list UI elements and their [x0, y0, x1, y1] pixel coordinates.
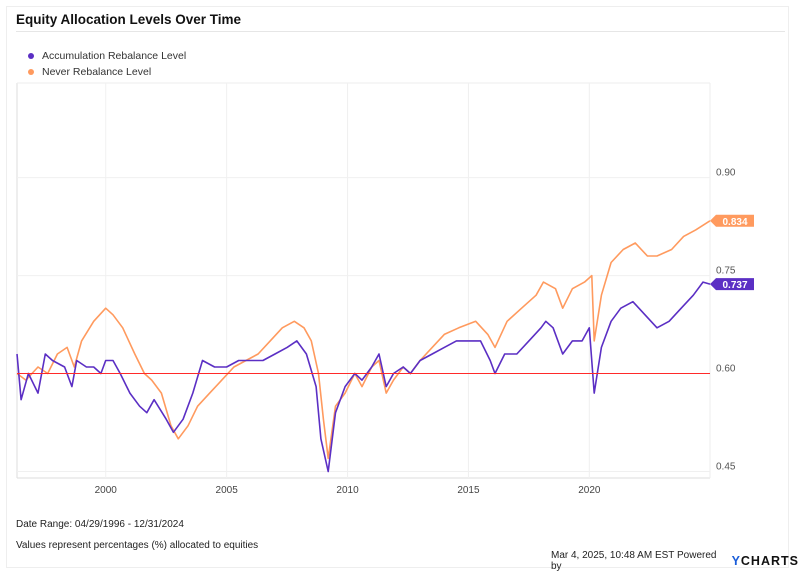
timestamp: Mar 4, 2025, 10:48 AM EST Powered by — [551, 550, 717, 572]
legend-dot-icon — [28, 53, 34, 59]
legend-item-accumulation[interactable]: Accumulation Rebalance Level — [28, 48, 186, 64]
legend: Accumulation Rebalance Level Never Rebal… — [28, 48, 186, 80]
footer-credit: Mar 4, 2025, 10:48 AM EST Powered by YCH… — [551, 550, 799, 572]
chart-card — [6, 6, 789, 568]
y-tick-label: 0.60 — [716, 364, 736, 375]
chart-title: Equity Allocation Levels Over Time — [16, 12, 242, 27]
x-tick-label: 2020 — [578, 485, 601, 496]
last-value-badge — [710, 278, 754, 291]
x-tick-label: 2000 — [95, 485, 118, 496]
last-value-badge — [710, 214, 754, 227]
date-range: Date Range: 04/29/1996 - 12/31/2024 — [16, 519, 184, 530]
last-value-label: 0.737 — [722, 280, 747, 291]
footnote: Values represent percentages (%) allocat… — [16, 540, 259, 551]
y-tick-label: 0.75 — [716, 266, 736, 277]
legend-label: Accumulation Rebalance Level — [42, 50, 187, 62]
x-tick-label: 2005 — [216, 485, 239, 496]
last-value-label: 0.834 — [722, 217, 747, 228]
x-tick-label: 2015 — [457, 485, 480, 496]
x-tick-label: 2010 — [336, 485, 359, 496]
y-tick-label: 0.90 — [716, 168, 736, 179]
legend-dot-icon — [28, 69, 34, 75]
series-line-never-rebalance — [16, 220, 711, 460]
legend-item-never[interactable]: Never Rebalance Level — [28, 64, 186, 80]
ycharts-logo[interactable]: YCHARTS — [731, 554, 799, 568]
title-divider — [16, 31, 785, 32]
series-line-accumulation-rebalance — [16, 281, 711, 473]
legend-label: Never Rebalance Level — [42, 66, 152, 78]
y-tick-label: 0.45 — [716, 461, 736, 472]
